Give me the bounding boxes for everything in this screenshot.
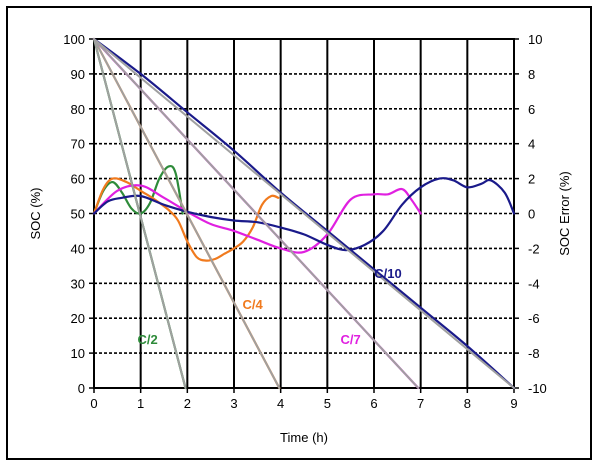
series-label-c-10: C/10 <box>374 266 401 281</box>
x-tick-label: 6 <box>370 396 377 411</box>
x-tick-label: 7 <box>417 396 424 411</box>
x-tick-label: 0 <box>90 396 97 411</box>
y2-tick-label: -2 <box>528 241 540 256</box>
y2-tick-label: -8 <box>528 346 540 361</box>
series-line-c-4-error <box>92 177 280 262</box>
y-tick-label: 50 <box>71 207 85 222</box>
y-tick-label: 40 <box>71 241 85 256</box>
series-line-c-10-error <box>92 177 516 252</box>
series-line-c-7-error <box>92 184 422 254</box>
x-tick-label: 4 <box>277 396 284 411</box>
y-tick-label: 100 <box>63 32 85 47</box>
y2-tick-label: 10 <box>528 32 542 47</box>
series-line-c-7-reference <box>93 38 420 389</box>
y2-tick-label: 0 <box>528 207 535 222</box>
y2-tick-label: 6 <box>528 102 535 117</box>
series-line-c-10 <box>92 37 516 390</box>
y2-axis-label: SOC Error (%) <box>557 171 572 256</box>
x-tick-label: 5 <box>324 396 331 411</box>
x-axis-label: Time (h) <box>280 430 328 445</box>
y-tick-label: 0 <box>78 381 85 396</box>
series-line-c-2-reference <box>93 38 187 389</box>
x-tick-label: 1 <box>137 396 144 411</box>
series-label-c-2: C/2 <box>138 332 158 347</box>
y-tick-label: 90 <box>71 67 85 82</box>
y2-tick-label: 4 <box>528 137 535 152</box>
x-tick-label: 3 <box>230 396 237 411</box>
y2-tick-label: 8 <box>528 67 535 82</box>
y-axis-label: SOC (%) <box>28 188 43 240</box>
series-label-c-7: C/7 <box>341 332 361 347</box>
y2-tick-label: 2 <box>528 172 535 187</box>
y-tick-label: 20 <box>71 311 85 326</box>
y-tick-label: 80 <box>71 102 85 117</box>
y-tick-label: 60 <box>71 172 85 187</box>
y-tick-label: 10 <box>71 346 85 361</box>
y2-tick-label: -10 <box>528 381 547 396</box>
x-tick-label: 9 <box>510 396 517 411</box>
series-label-c-4: C/4 <box>243 297 264 312</box>
x-tick-label: 2 <box>184 396 191 411</box>
y-tick-label: 70 <box>71 137 85 152</box>
series-line-c-10-reference <box>93 38 515 389</box>
y-tick-label: 30 <box>71 276 85 291</box>
y2-tick-label: -4 <box>528 276 540 291</box>
x-tick-label: 8 <box>464 396 471 411</box>
y2-tick-label: -6 <box>528 311 540 326</box>
series-line-c-4-reference <box>93 38 281 389</box>
